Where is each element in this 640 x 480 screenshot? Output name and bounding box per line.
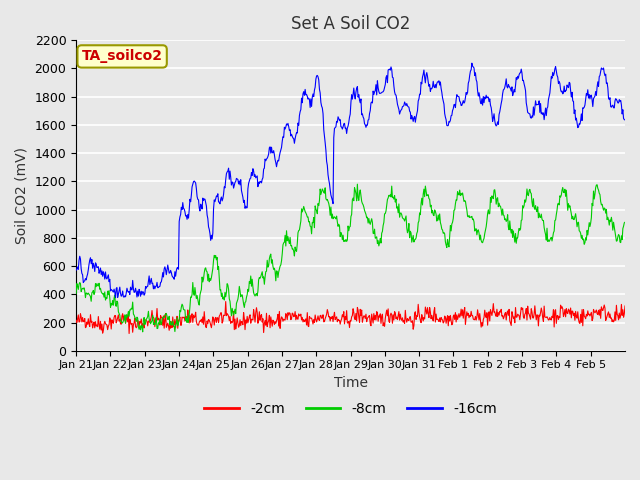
Y-axis label: Soil CO2 (mV): Soil CO2 (mV) (15, 147, 29, 244)
X-axis label: Time: Time (333, 376, 367, 390)
Text: TA_soilco2: TA_soilco2 (82, 49, 163, 63)
Legend: -2cm, -8cm, -16cm: -2cm, -8cm, -16cm (199, 396, 502, 421)
Title: Set A Soil CO2: Set A Soil CO2 (291, 15, 410, 33)
